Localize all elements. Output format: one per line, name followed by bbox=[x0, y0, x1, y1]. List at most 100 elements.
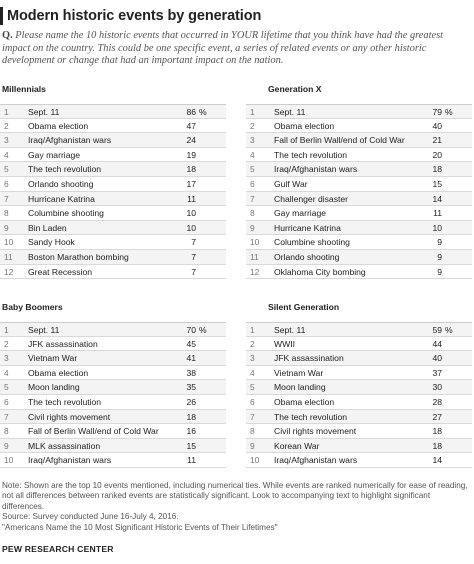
table-row: 5 The tech revolution 18 bbox=[0, 162, 226, 177]
rank-number: 8 bbox=[4, 426, 9, 437]
row-shading bbox=[0, 323, 226, 336]
table-row: 3 Vietnam War 41 bbox=[0, 351, 226, 366]
survey-question: Q. Please name the 10 historic events th… bbox=[2, 30, 472, 68]
table-row: 1 Sept. 11 86% bbox=[0, 104, 226, 119]
rank-number: 11 bbox=[250, 251, 259, 262]
table-row: 9 Hurricane Katrina 10 bbox=[246, 220, 472, 236]
event-name: Sept. 11 bbox=[274, 107, 306, 117]
rank-number: 2 bbox=[4, 120, 9, 131]
event-percent: 11 bbox=[187, 455, 196, 466]
event-percent: 7 bbox=[191, 251, 196, 262]
event-percent: 16 bbox=[186, 426, 196, 437]
percent-sign: % bbox=[445, 107, 453, 117]
event-name: Hurricane Katrina bbox=[28, 193, 95, 204]
table-row: 12 Oklahoma City bombing 9 bbox=[246, 265, 472, 280]
rank-number: 2 bbox=[4, 338, 9, 349]
table-row: 2 Obama election 40 bbox=[246, 119, 472, 134]
chart-notes: Note: Shown are the top 10 events mentio… bbox=[2, 481, 468, 511]
row-shading bbox=[0, 249, 226, 264]
panel-rows: 1 Sept. 11 70% 2 JFK assassination 45 3 Vietnam… bbox=[0, 322, 226, 468]
chart-source-title: "Americans Name the 10 Most Significant … bbox=[2, 523, 278, 532]
event-percent: 24 bbox=[186, 135, 196, 146]
question-prefix: Q. bbox=[2, 30, 13, 41]
table-row: 10 Sandy Hook 7 bbox=[0, 235, 226, 250]
rank-number: 8 bbox=[4, 208, 9, 219]
row-shading bbox=[246, 133, 472, 147]
panel-title: Millennials bbox=[2, 84, 46, 94]
table-row: 5 Iraq/Afghanistan wars 18 bbox=[246, 162, 472, 177]
event-percent: 45 bbox=[186, 338, 196, 349]
event-name: Obama election bbox=[28, 120, 89, 131]
event-name: Sandy Hook bbox=[28, 237, 75, 248]
rank-number: 9 bbox=[250, 222, 255, 233]
event-percent: 30 bbox=[432, 382, 442, 393]
table-row: 4 Obama election 38 bbox=[0, 366, 226, 381]
event-name: Korean War bbox=[274, 440, 320, 451]
table-row: 8 Columbine shooting 10 bbox=[0, 206, 226, 221]
event-name: Columbine shooting bbox=[274, 237, 350, 248]
rank-number: 1 bbox=[250, 325, 255, 335]
event-name: Bin Laden bbox=[28, 222, 67, 233]
rank-number: 12 bbox=[4, 266, 14, 277]
panel-title: Silent Generation bbox=[268, 302, 340, 312]
rank-number: 7 bbox=[250, 193, 255, 204]
event-percent: 37 bbox=[432, 367, 442, 378]
chart-source: Source: Survey conducted June 16-July 4,… bbox=[2, 512, 179, 521]
event-name: Sept. 11 bbox=[28, 107, 60, 117]
table-row: 6 The tech revolution 26 bbox=[0, 395, 226, 410]
event-percent: 18 bbox=[432, 164, 442, 175]
event-percent: 7 bbox=[191, 266, 196, 277]
question-text: Please name the 10 historic events that … bbox=[2, 30, 444, 67]
table-row: 4 Vietnam War 37 bbox=[246, 366, 472, 381]
table-row: 3 JFK assassination 40 bbox=[246, 351, 472, 366]
table-row: 2 WWII 44 bbox=[246, 337, 472, 352]
event-percent: 26 bbox=[186, 396, 196, 407]
event-percent: 18 bbox=[186, 411, 196, 422]
rank-number: 5 bbox=[4, 382, 9, 393]
row-shading bbox=[0, 220, 226, 235]
event-name: Hurricane Katrina bbox=[274, 222, 341, 233]
event-name: Sept. 11 bbox=[274, 325, 306, 335]
rank-number: 1 bbox=[4, 325, 9, 335]
event-percent: 11 bbox=[187, 193, 196, 204]
row-shading bbox=[0, 105, 226, 118]
table-row: 10 Iraq/Afghanistan wars 14 bbox=[246, 453, 472, 468]
row-shading bbox=[246, 323, 472, 336]
rank-number: 4 bbox=[4, 367, 9, 378]
rank-number: 2 bbox=[250, 338, 255, 349]
chart-title: Modern historic events by generation bbox=[7, 8, 262, 24]
event-percent: 10 bbox=[432, 222, 442, 233]
table-row: 7 The tech revolution 27 bbox=[246, 409, 472, 425]
table-row: 8 Civil rights movement 18 bbox=[246, 424, 472, 439]
rank-number: 10 bbox=[4, 455, 14, 466]
event-name: Obama election bbox=[274, 120, 335, 131]
panel-title: Baby Boomers bbox=[2, 302, 63, 312]
event-percent: 79 bbox=[432, 107, 442, 117]
event-name: Orlando shooting bbox=[28, 178, 94, 189]
table-row: 8 Fall of Berlin Wall/end of Cold War 16 bbox=[0, 424, 226, 439]
event-percent: 9 bbox=[437, 251, 442, 262]
table-row: 7 Civil rights movement 18 bbox=[0, 409, 226, 425]
table-row: 4 The tech revolution 20 bbox=[246, 148, 472, 163]
table-row: 6 Obama election 28 bbox=[246, 395, 472, 410]
rank-number: 6 bbox=[4, 178, 9, 189]
row-shading bbox=[246, 380, 472, 394]
rank-number: 6 bbox=[250, 178, 255, 189]
table-row: 11 Orlando shooting 9 bbox=[246, 249, 472, 265]
event-percent: 28 bbox=[432, 396, 442, 407]
event-name: Civil rights movement bbox=[28, 411, 111, 422]
event-percent: 38 bbox=[186, 367, 196, 378]
event-name: The tech revolution bbox=[274, 411, 348, 422]
rank-number: 10 bbox=[4, 237, 14, 248]
event-name: Iraq/Afghanistan wars bbox=[28, 455, 112, 466]
percent-sign: % bbox=[199, 107, 207, 117]
event-percent: 14 bbox=[432, 193, 442, 204]
event-name: Gulf War bbox=[274, 178, 308, 189]
row-shading bbox=[0, 133, 226, 147]
event-name: WWII bbox=[274, 338, 295, 349]
table-row: 9 Bin Laden 10 bbox=[0, 220, 226, 236]
table-row: 2 Obama election 47 bbox=[0, 119, 226, 134]
rank-number: 4 bbox=[4, 149, 9, 160]
event-percent: 27 bbox=[432, 411, 442, 422]
event-name: Fall of Berlin Wall/end of Cold War bbox=[274, 135, 405, 146]
